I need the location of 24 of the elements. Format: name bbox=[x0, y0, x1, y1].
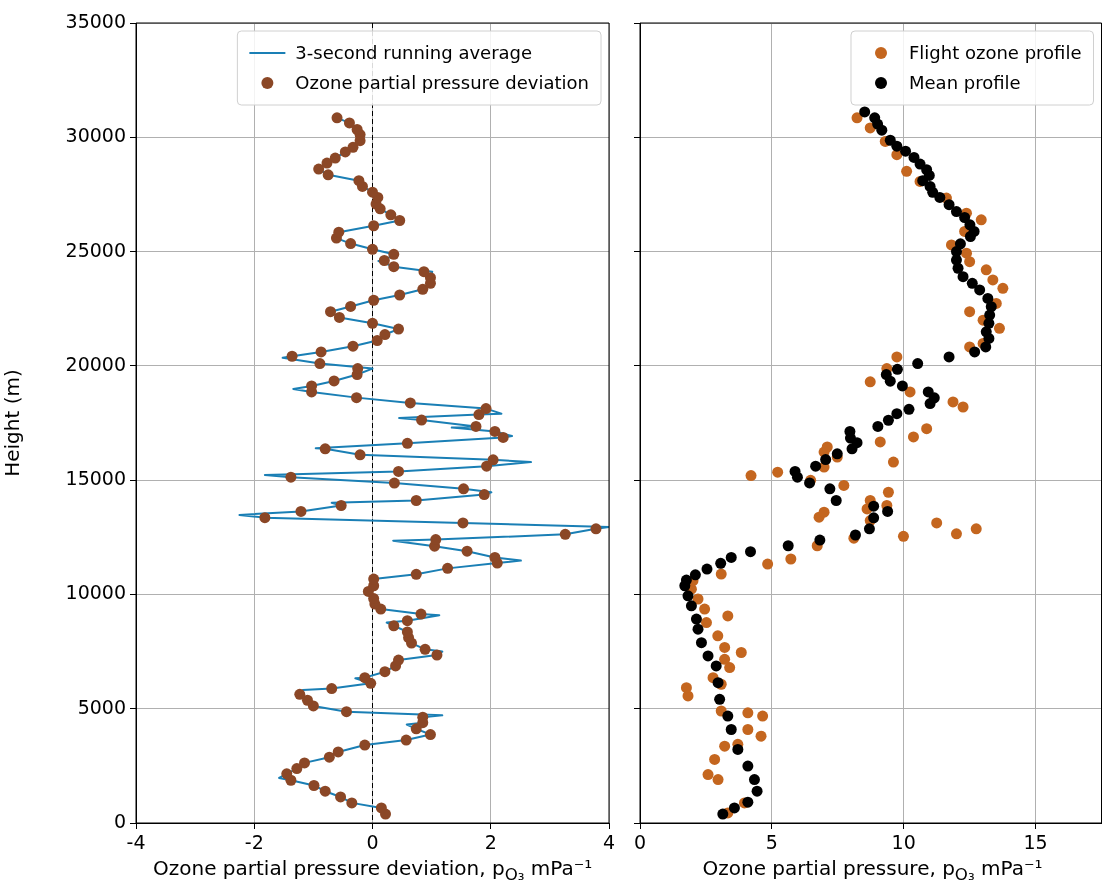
x-tick-label: -2 bbox=[244, 831, 264, 854]
y-axis-title: Height (m) bbox=[0, 369, 25, 477]
x-tick-label: -4 bbox=[126, 831, 146, 854]
x-tick-label: 4 bbox=[602, 831, 616, 854]
y-tick-label: 20000 bbox=[65, 352, 126, 375]
y-tick-label: 5000 bbox=[77, 695, 126, 718]
x-tick-label: 10 bbox=[891, 831, 916, 854]
y-tick-label: 30000 bbox=[65, 124, 126, 147]
x-tick-label: 0 bbox=[366, 831, 379, 854]
y-tick-label: 35000 bbox=[65, 9, 126, 32]
x-tick-label: 0 bbox=[633, 831, 647, 854]
y-tick-label: 0 bbox=[113, 809, 126, 832]
y-tick-label: 10000 bbox=[65, 581, 126, 604]
legend-label: Mean profile bbox=[909, 71, 1021, 93]
legend-label: Ozone partial pressure deviation bbox=[295, 71, 590, 93]
y-tick-label: 25000 bbox=[65, 238, 126, 261]
x-axis-title: Ozone partial pressure deviation, p$_{O₃}$ mPa⁻¹ bbox=[153, 856, 593, 884]
y-tick-label: 15000 bbox=[65, 467, 126, 490]
x-tick-label: 15 bbox=[1023, 831, 1048, 854]
legend-label: Flight ozone profile bbox=[909, 41, 1082, 63]
x-tick-label: 5 bbox=[765, 831, 778, 854]
x-axis-title: Ozone partial pressure, p$_{O₃}$ mPa⁻¹ bbox=[702, 856, 1043, 884]
legend-label: 3-second running average bbox=[295, 41, 533, 63]
x-tick-label: 2 bbox=[484, 831, 497, 854]
